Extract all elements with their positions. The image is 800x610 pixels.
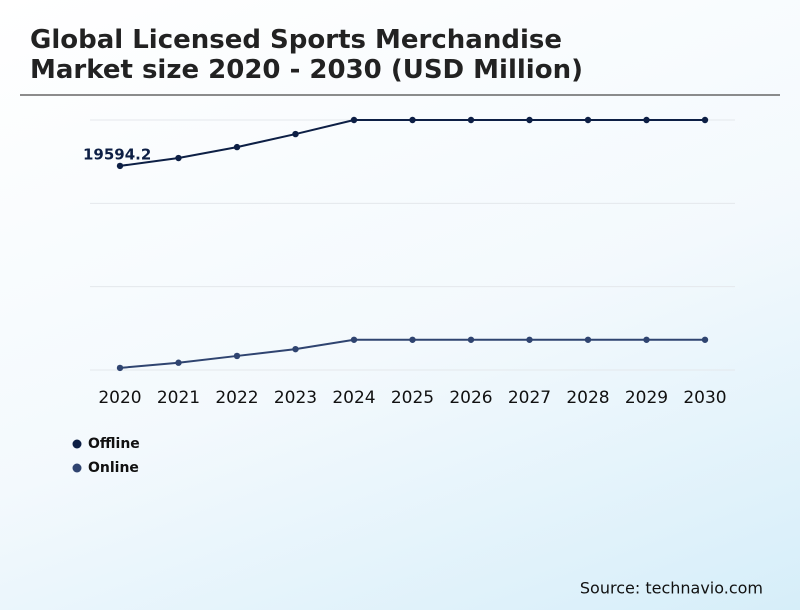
point — [643, 336, 650, 343]
point — [701, 336, 709, 343]
series-line — [119, 338, 705, 369]
point — [409, 336, 416, 343]
point — [292, 130, 299, 138]
x-tick-label: 2029 — [625, 388, 668, 408]
series-line — [119, 119, 705, 167]
point — [643, 116, 650, 124]
x-tick-label: 2025 — [391, 388, 434, 408]
data-label: 19594.2 — [83, 146, 151, 164]
point — [175, 154, 182, 162]
point — [350, 336, 358, 343]
legend-label: Online — [88, 460, 139, 476]
source: Source: technavio.com — [580, 579, 763, 598]
point — [584, 116, 592, 124]
x-tick-label: 2020 — [98, 388, 141, 408]
point — [584, 336, 592, 343]
point — [526, 336, 533, 343]
legend-marker — [72, 463, 82, 473]
point — [526, 116, 533, 124]
x-tick-label: 2028 — [566, 388, 609, 408]
point — [175, 359, 182, 366]
legend-marker — [72, 439, 82, 449]
x-tick-label: 2027 — [508, 388, 551, 408]
x-tick-label: 2026 — [449, 388, 492, 408]
x-tick-label: 2023 — [274, 388, 317, 408]
legend-label: Offline — [88, 436, 140, 452]
point — [350, 116, 358, 124]
point — [467, 116, 475, 124]
chart-title: Global Licensed Sports Merchandise Market… — [30, 25, 583, 85]
x-tick-label: 2021 — [157, 388, 200, 408]
x-tick-label: 2030 — [683, 388, 726, 408]
point — [116, 364, 124, 372]
point — [116, 162, 124, 170]
point — [467, 336, 475, 343]
point — [701, 116, 709, 124]
point — [409, 116, 416, 124]
x-tick-label: 2024 — [332, 388, 375, 408]
point — [233, 352, 241, 360]
point — [233, 143, 241, 151]
x-tick-label: 2022 — [215, 388, 258, 408]
point — [292, 345, 299, 353]
